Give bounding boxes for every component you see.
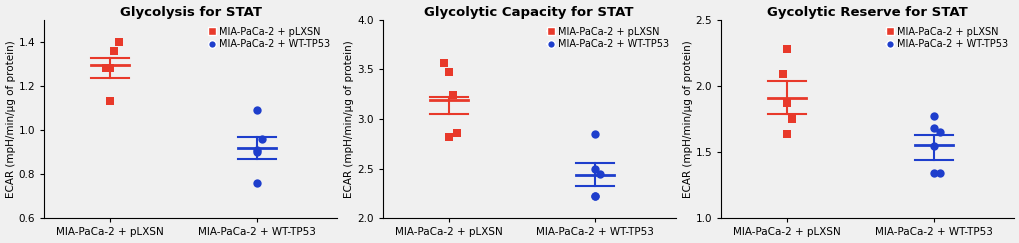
Title: Glycolytic Capacity for STAT: Glycolytic Capacity for STAT	[424, 6, 634, 18]
Title: Gycolytic Reserve for STAT: Gycolytic Reserve for STAT	[766, 6, 967, 18]
Y-axis label: ECAR (mpH/min/μg of protein): ECAR (mpH/min/μg of protein)	[343, 40, 354, 198]
Legend: MIA-PaCa-2 + pLXSN, MIA-PaCa-2 + WT-TP53: MIA-PaCa-2 + pLXSN, MIA-PaCa-2 + WT-TP53	[545, 25, 671, 51]
Title: Glycolysis for STAT: Glycolysis for STAT	[119, 6, 261, 18]
Y-axis label: ECAR (mpH/min/μg of protein): ECAR (mpH/min/μg of protein)	[5, 40, 15, 198]
Legend: MIA-PaCa-2 + pLXSN, MIA-PaCa-2 + WT-TP53: MIA-PaCa-2 + pLXSN, MIA-PaCa-2 + WT-TP53	[883, 25, 1009, 51]
Y-axis label: ECAR (mpH/min/μg of protein): ECAR (mpH/min/μg of protein)	[682, 40, 692, 198]
Legend: MIA-PaCa-2 + pLXSN, MIA-PaCa-2 + WT-TP53: MIA-PaCa-2 + pLXSN, MIA-PaCa-2 + WT-TP53	[207, 25, 332, 51]
